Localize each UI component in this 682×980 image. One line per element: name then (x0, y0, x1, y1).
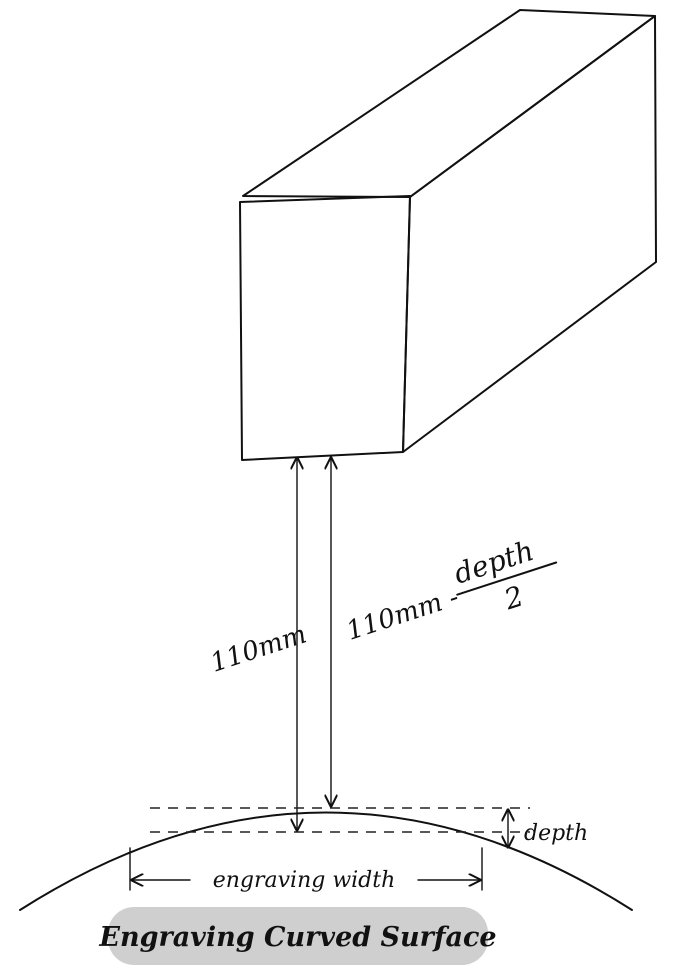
depth-label: depth (524, 821, 588, 846)
laser-head-block (239, 9, 657, 461)
right-distance-label: 110mm - depth 2 (343, 534, 558, 647)
curved-surface-outline (19, 811, 633, 911)
fraction-bar (456, 561, 558, 596)
caption-banner: Engraving Curved Surface (98, 907, 497, 965)
caption-background (108, 907, 488, 965)
left-distance-label: 110mm (207, 620, 310, 679)
caption-text: Engraving Curved Surface (98, 922, 496, 953)
right-distance-prefix: 110mm - (343, 582, 463, 646)
block-front-face (239, 195, 411, 461)
width-label: engraving width (213, 868, 396, 893)
right-distance-denominator: 2 (499, 579, 527, 616)
block-side-face (402, 15, 657, 453)
